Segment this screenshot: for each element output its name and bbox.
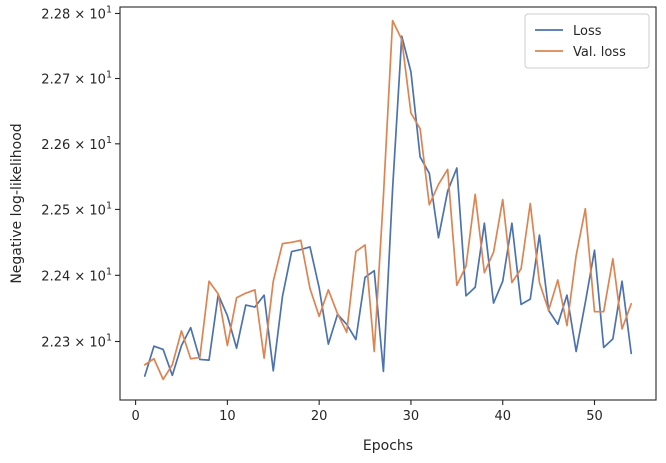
y-tick-label: 2.24 × 101 [41, 266, 112, 284]
series-line-val-loss [143, 19, 633, 381]
x-tick-label: 50 [586, 409, 603, 424]
series-line-loss [143, 35, 633, 377]
y-tick-label: 2.28 × 101 [41, 4, 112, 22]
x-tick-label: 40 [494, 409, 511, 424]
y-tick-label: 2.25 × 101 [41, 200, 112, 218]
x-axis-label: Epochs [363, 438, 413, 454]
axes-frame [119, 6, 657, 401]
x-tick-label: 20 [311, 409, 328, 424]
legend-box [524, 13, 650, 69]
legend-label: Val. loss [573, 45, 626, 60]
x-tick-label: 10 [219, 409, 236, 424]
x-tick-label: 30 [403, 409, 420, 424]
legend: Loss Val. loss [524, 13, 650, 69]
y-tick-label: 2.26 × 101 [41, 135, 112, 153]
series-lines [143, 19, 633, 381]
y-axis-label: Negative log-likelihood [9, 123, 25, 283]
axes: 0 10 20 30 40 50 2.23 × 101 2.24 × 101 2.25 × 10… [41, 4, 657, 424]
legend-label: Loss [573, 24, 602, 39]
plot-background [120, 7, 656, 400]
plot-area [120, 7, 656, 400]
x-tick-label: 0 [131, 409, 139, 424]
y-tick-label: 2.27 × 101 [41, 70, 112, 88]
y-tick-label: 2.23 × 101 [41, 333, 112, 351]
